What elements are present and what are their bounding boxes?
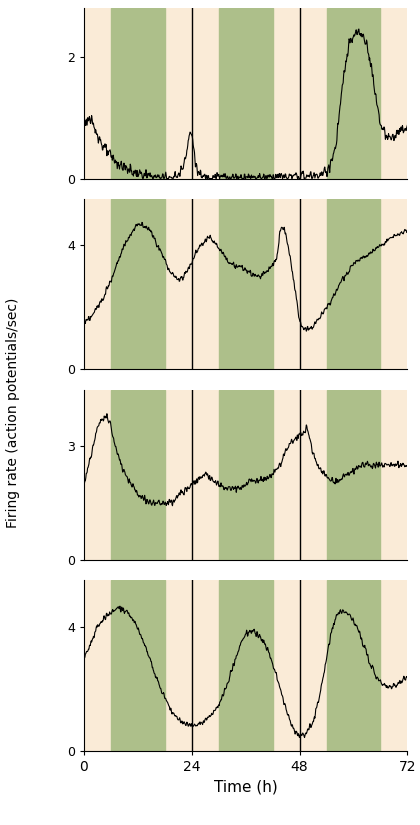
Bar bbox=[111, 199, 165, 370]
Bar bbox=[327, 199, 381, 370]
Bar bbox=[111, 389, 165, 560]
Text: Firing rate (action potentials/sec): Firing rate (action potentials/sec) bbox=[5, 297, 20, 528]
Bar bbox=[111, 8, 165, 178]
Bar bbox=[219, 581, 273, 751]
Bar bbox=[219, 8, 273, 178]
Bar bbox=[327, 581, 381, 751]
Bar bbox=[219, 199, 273, 370]
Bar bbox=[327, 8, 381, 178]
Bar bbox=[219, 389, 273, 560]
Bar bbox=[327, 389, 381, 560]
Bar bbox=[111, 581, 165, 751]
X-axis label: Time (h): Time (h) bbox=[214, 780, 278, 794]
